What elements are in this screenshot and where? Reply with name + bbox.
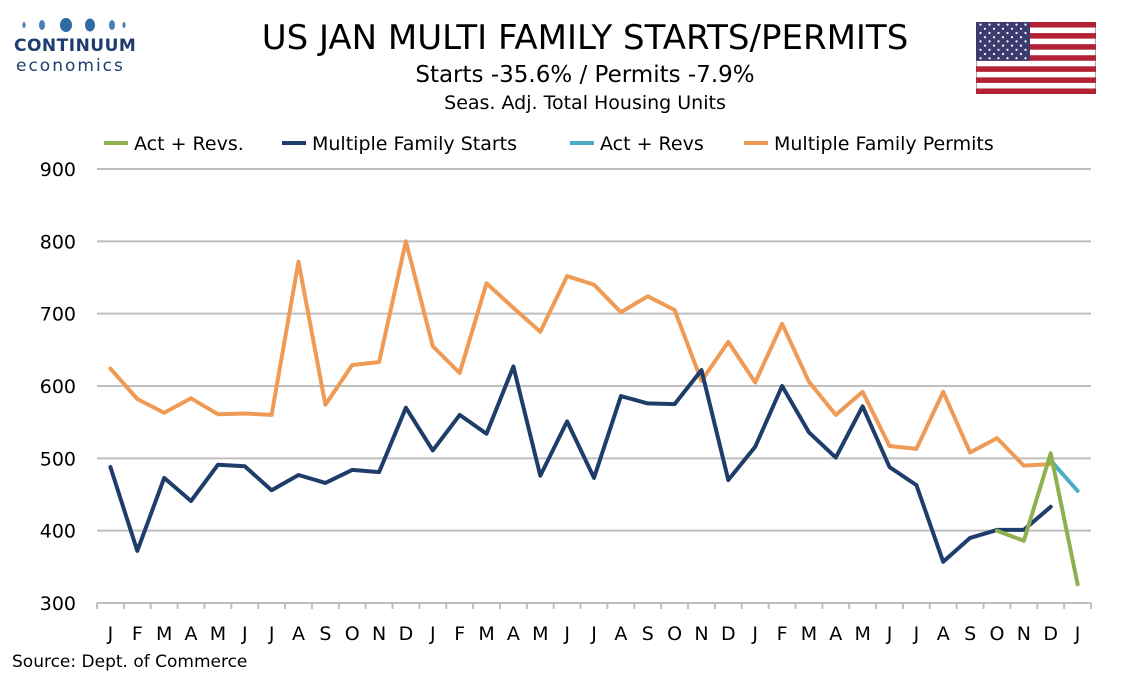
legend-label: Multiple Family Starts	[312, 133, 517, 155]
series-lines	[108, 239, 1080, 587]
x-tick-label: S	[964, 623, 976, 645]
legend-label: Multiple Family Permits	[774, 133, 994, 155]
x-tick-label: M	[210, 623, 226, 645]
y-tick-label: 400	[40, 521, 76, 543]
chart-title: US JAN MULTI FAMILY STARTS/PERMITS	[261, 18, 909, 58]
x-tick-label: M	[801, 623, 817, 645]
x-tick-label: O	[667, 623, 682, 645]
x-tick-label: A	[292, 623, 305, 645]
gridlines	[97, 168, 1091, 532]
series-line-multiple-family-permits	[108, 239, 1053, 468]
us-flag-icon	[976, 22, 1096, 94]
x-tick-label: J	[1074, 623, 1081, 645]
legend: Act + Revs. Multiple Family Starts Act + R…	[104, 133, 994, 155]
x-tick-label: F	[777, 623, 788, 645]
logo-dots-icon	[22, 18, 126, 32]
x-tick-label: D	[399, 623, 414, 645]
x-tick-label: J	[241, 623, 248, 645]
x-tick-label: J	[563, 623, 570, 645]
x-tick-label: A	[614, 623, 627, 645]
x-tick-label: J	[590, 623, 597, 645]
y-tick-label: 600	[40, 376, 76, 398]
x-tick-label: S	[642, 623, 654, 645]
x-tick-label: M	[854, 623, 870, 645]
x-tick-label: N	[372, 623, 386, 645]
chart-subtitle-units: Seas. Adj. Total Housing Units	[444, 92, 726, 114]
y-tick-label: 300	[40, 593, 76, 615]
x-tick-label: M	[478, 623, 494, 645]
x-tick-label: A	[185, 623, 198, 645]
x-tick-label: M	[532, 623, 548, 645]
x-tick-label: J	[886, 623, 893, 645]
x-tick-label: D	[1043, 623, 1058, 645]
logo-brand-subtitle: economics	[16, 56, 125, 76]
x-tick-label: N	[1017, 623, 1031, 645]
x-tick-label: J	[107, 623, 114, 645]
x-tick-label: S	[319, 623, 331, 645]
chart-subtitle: Starts -35.6% / Permits -7.9%	[415, 62, 755, 88]
continuum-logo: CONTINUUM economics	[14, 14, 137, 76]
x-tick-label: D	[721, 623, 736, 645]
x-tick-label: O	[345, 623, 360, 645]
series-line-multiple-family-starts	[108, 364, 1053, 564]
y-tick-label: 500	[40, 448, 76, 470]
x-tick-label: F	[454, 623, 465, 645]
y-tick-label: 700	[40, 304, 76, 326]
x-tick-label: A	[937, 623, 950, 645]
x-tick-label: N	[694, 623, 708, 645]
x-tick-label: O	[989, 623, 1004, 645]
series-line-act-revs	[995, 451, 1080, 587]
x-tick-label: J	[268, 623, 275, 645]
x-tick-label: A	[507, 623, 520, 645]
x-tick-label: J	[751, 623, 758, 645]
x-tick-label: J	[913, 623, 920, 645]
source-note: Source: Dept. of Commerce	[12, 652, 248, 672]
x-tick-label: A	[829, 623, 842, 645]
legend-label: Act + Revs	[600, 133, 704, 155]
y-tick-label: 800	[40, 231, 76, 253]
legend-label: Act + Revs.	[134, 133, 244, 155]
x-tick-label: M	[156, 623, 172, 645]
logo-brand-name: CONTINUUM	[14, 36, 137, 56]
x-tick-label: J	[429, 623, 436, 645]
y-tick-label: 900	[40, 159, 76, 181]
x-tick-label: F	[132, 623, 143, 645]
